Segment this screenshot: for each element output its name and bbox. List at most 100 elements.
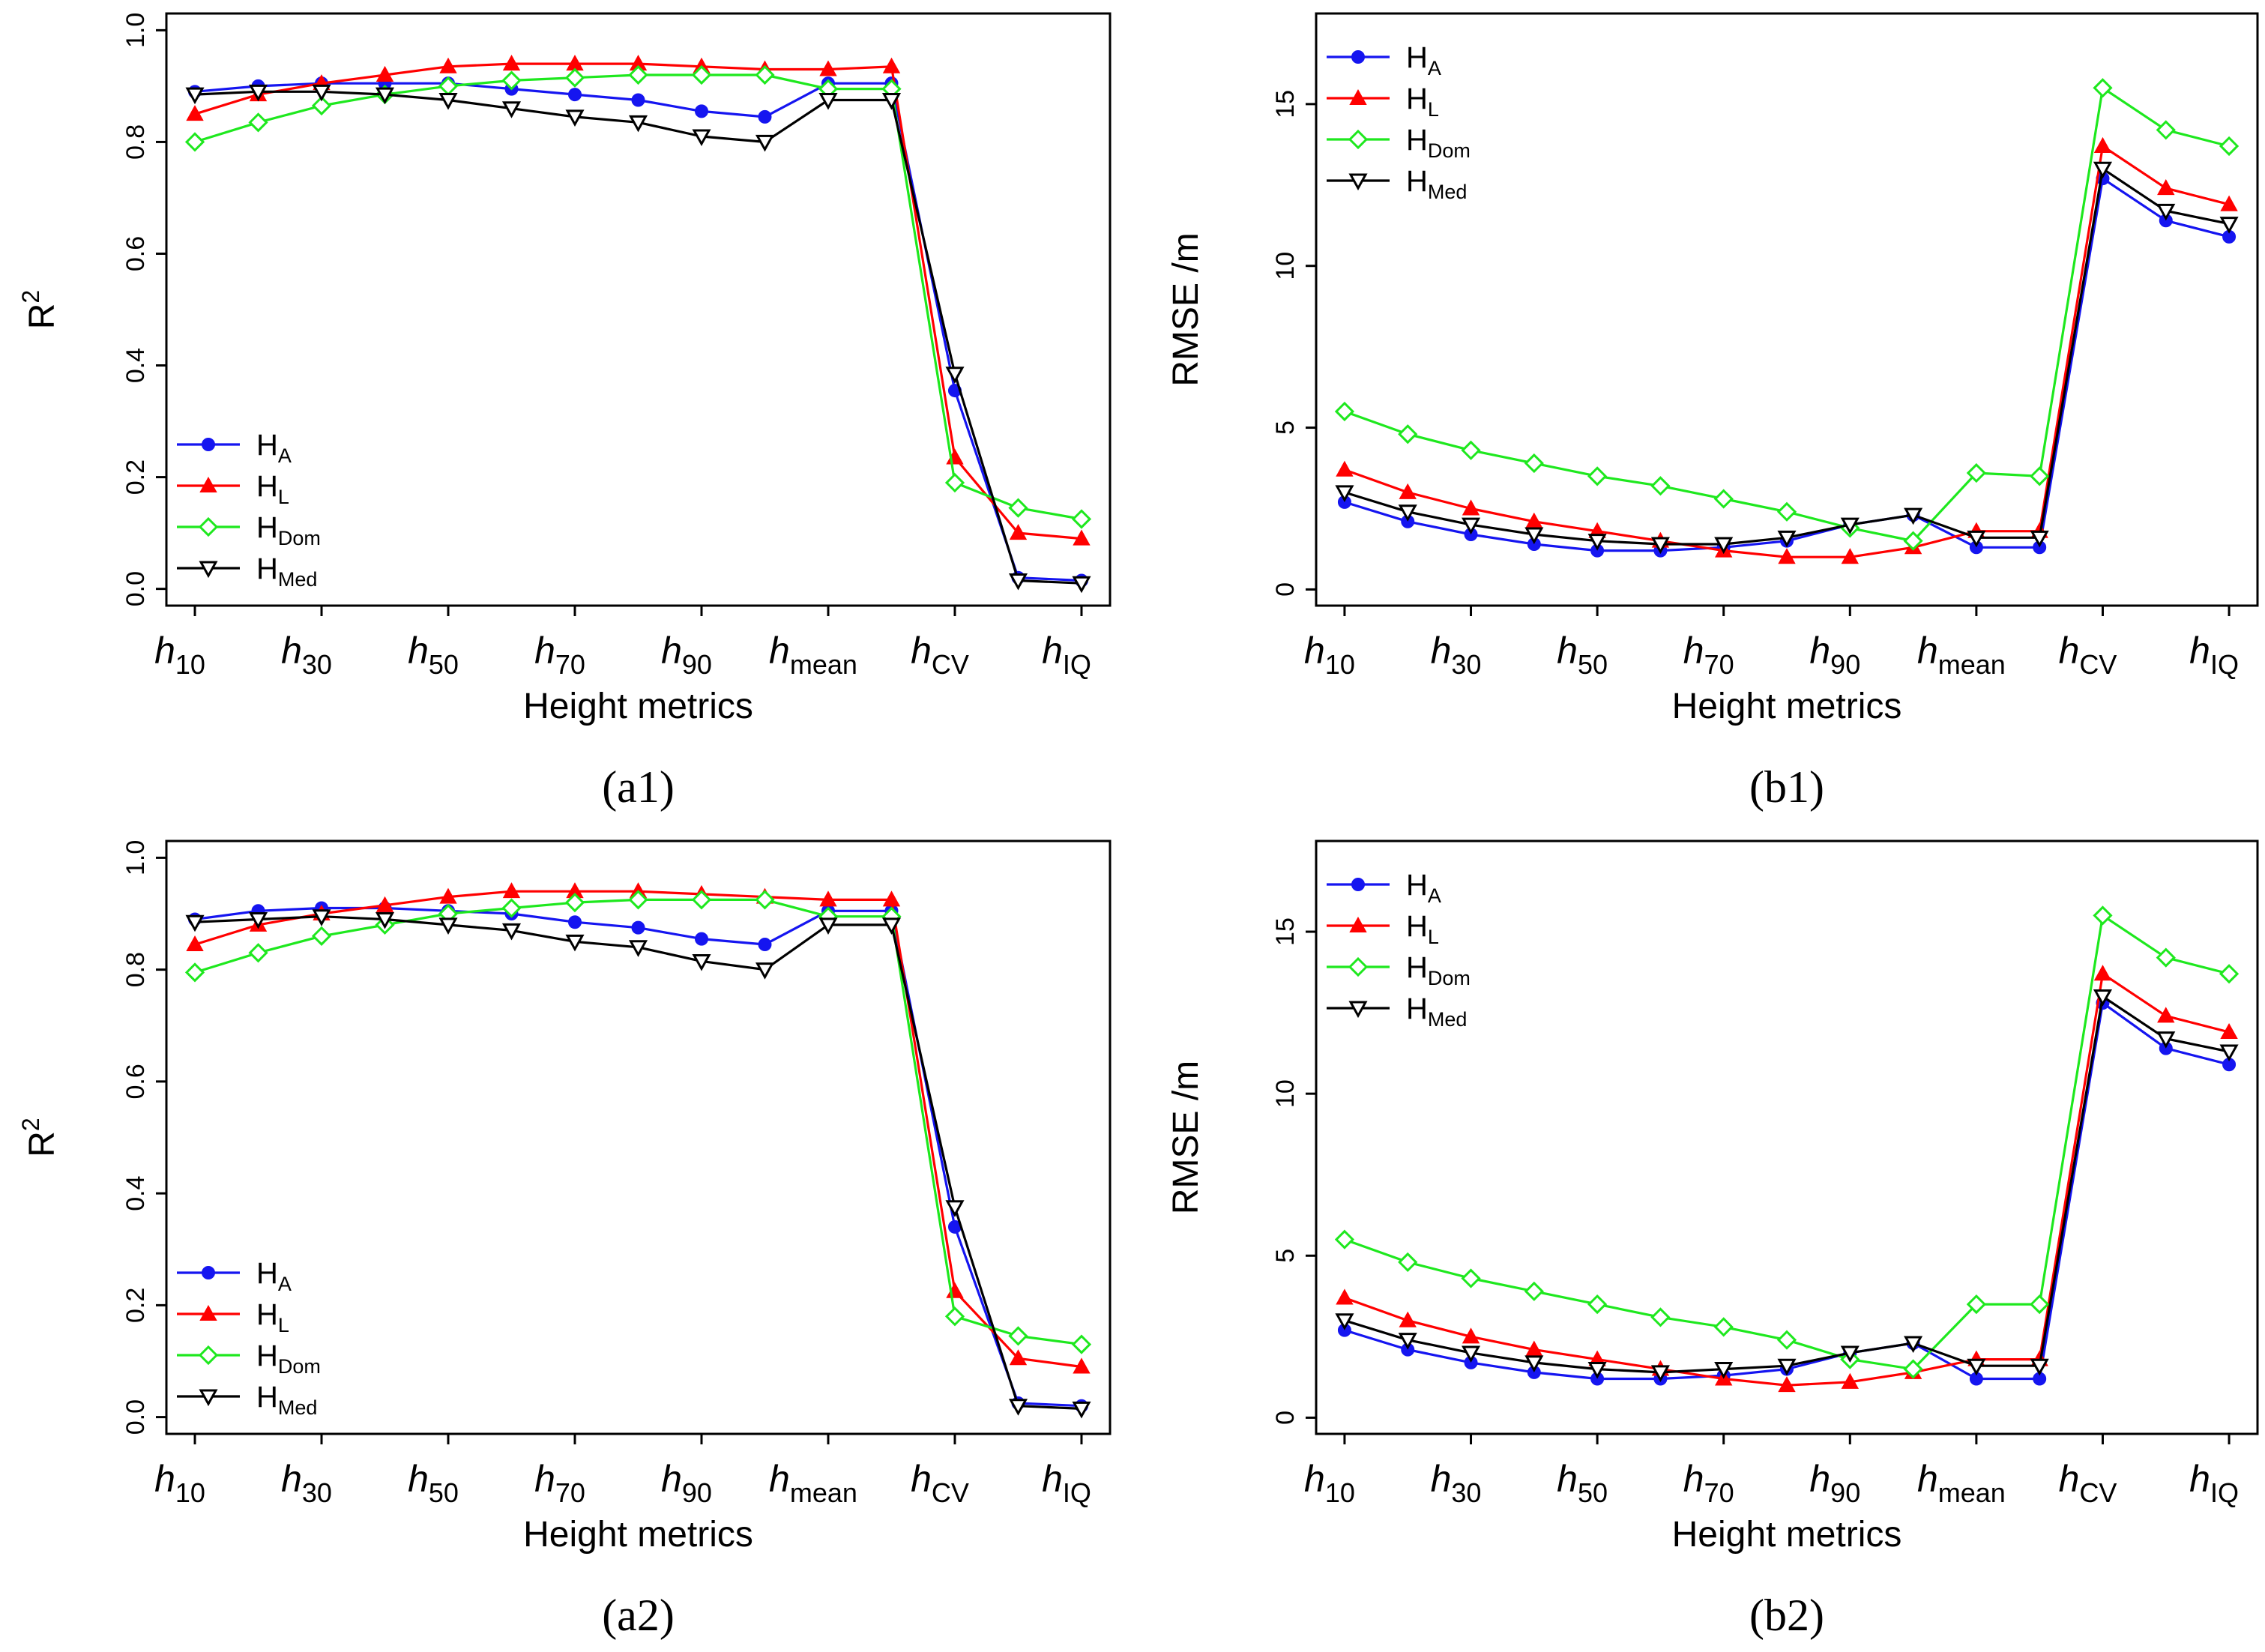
x-tick-label: h70 [534, 1458, 585, 1508]
x-tick-label-sub: CV [932, 1477, 969, 1508]
legend-label-HDom-sub: Dom [1428, 967, 1471, 989]
legend-label-HA-sub: A [278, 1273, 292, 1295]
x-tick-label-main: h [769, 1458, 790, 1500]
legend-label-HA-main: H [256, 1257, 278, 1290]
data-point-HMed-13 [2093, 161, 2113, 179]
x-tick-label-sub: 70 [1704, 649, 1734, 680]
x-tick-label: hCV [2059, 1458, 2117, 1508]
data-point-HDom-8 [1776, 1330, 1797, 1350]
x-tick-label: h10 [1304, 1458, 1355, 1508]
x-tick-label: h90 [661, 630, 712, 680]
data-point-HL-8 [1778, 1376, 1796, 1393]
legend-marker-HA [202, 1266, 215, 1279]
data-point-HMed-11 [818, 93, 838, 110]
data-point-HL-14 [2157, 179, 2175, 196]
x-tick-label: h70 [534, 630, 585, 680]
y-tick-label: 10 [1271, 252, 1300, 280]
x-tick-label-main: h [281, 1458, 302, 1500]
data-point-HMed-1 [1335, 1313, 1354, 1330]
legend-marker-HMed [199, 561, 218, 579]
x-tick-label-sub: mean [790, 649, 857, 680]
x-tick-label-sub: IQ [2210, 649, 2239, 680]
y-axis-title-main: RMSE /m [1166, 232, 1206, 386]
y-tick-label: 15 [1271, 917, 1300, 946]
data-point-HDom-4 [1524, 1281, 1544, 1301]
data-point-HMed-8 [1777, 530, 1797, 548]
x-tick-label-main: h [1431, 630, 1452, 672]
data-point-HMed-7 [1714, 537, 1734, 555]
x-axis-title: Height metrics [523, 1515, 753, 1555]
x-tick-label-main: h [661, 630, 682, 672]
x-tick-label: h50 [1557, 1458, 1608, 1508]
data-point-HL-13 [2093, 136, 2112, 153]
data-point-HA-9 [694, 104, 708, 118]
y-axis-title: R2 [17, 1118, 62, 1157]
data-point-HDom-13 [2093, 78, 2113, 98]
x-tick-label-main: h [1917, 630, 1938, 672]
legend-label-HMed-sub: Med [1428, 181, 1468, 203]
legend-label-HMed-main: H [1406, 992, 1428, 1025]
legend-marker-HMed [199, 1389, 218, 1407]
data-point-HMed-14 [1008, 573, 1028, 591]
legend-marker-HL [1349, 916, 1367, 932]
x-axis-title: Height metrics [1672, 687, 1902, 726]
data-point-HMed-5 [1587, 1362, 1607, 1379]
data-point-HDom-6 [501, 898, 522, 918]
data-point-HDom-2 [248, 943, 268, 963]
data-point-HMed-7 [1714, 1362, 1734, 1379]
data-point-HDom-8 [628, 890, 648, 910]
x-tick-label-sub: 70 [555, 649, 585, 680]
data-point-HMed-10 [1904, 507, 1923, 525]
x-tick-label-main: h [534, 630, 555, 672]
data-point-HMed-3 [312, 84, 331, 102]
x-tick-label-sub: mean [1938, 1477, 2006, 1508]
x-tick-label-sub: 30 [302, 1477, 332, 1508]
data-point-HMed-6 [501, 923, 522, 941]
x-tick-label-main: h [154, 1458, 175, 1500]
x-tick-label: hCV [911, 1458, 969, 1508]
x-tick-label-sub: IQ [1063, 649, 1091, 680]
y-tick-label: 0.2 [121, 459, 150, 495]
data-point-HL-11 [819, 890, 837, 907]
x-tick-label-main: h [154, 630, 175, 672]
x-tick-label-main: h [2189, 630, 2210, 672]
data-point-HMed-5 [1587, 534, 1607, 551]
x-tick-label: h50 [408, 630, 459, 680]
data-point-HL-15 [2220, 195, 2238, 211]
data-point-HMed-6 [501, 101, 522, 118]
panel-caption: (a2) [602, 1591, 675, 1640]
data-point-HMed-13 [945, 367, 965, 384]
data-point-HA-10 [758, 938, 772, 952]
data-point-HL-3 [1462, 499, 1480, 516]
data-point-HA-7 [568, 915, 582, 929]
x-tick-label-sub: 50 [1578, 649, 1608, 680]
legend-label-HL-sub: L [1428, 926, 1439, 948]
legend-marker-HL [199, 476, 217, 492]
x-tick-label: h30 [281, 1458, 332, 1508]
data-point-HMed-9 [692, 129, 711, 147]
y-tick-label: 5 [1271, 1249, 1300, 1263]
y-tick-label: 0.8 [121, 952, 150, 987]
x-tick-label-sub: mean [1938, 649, 2006, 680]
data-point-HDom-10 [1903, 531, 1923, 551]
data-point-HDom-15 [2219, 136, 2240, 157]
x-tick-label-sub: 90 [1830, 1477, 1860, 1508]
data-point-HDom-13 [2093, 905, 2113, 926]
series-line-HDom [194, 73, 1082, 521]
data-point-HL-13 [2093, 965, 2112, 981]
x-tick-label: hIQ [1042, 630, 1091, 680]
data-point-HMed-14 [2156, 203, 2176, 221]
data-point-HL-3 [1462, 1327, 1480, 1344]
series-line-HDom [194, 898, 1082, 1346]
x-tick-label: hCV [911, 630, 969, 680]
data-point-HMed-15 [2219, 217, 2239, 234]
x-tick-label-main: h [1304, 1458, 1325, 1500]
data-point-HMed-4 [1524, 527, 1544, 545]
data-point-HMed-9 [1840, 1345, 1860, 1363]
data-point-HA-9 [694, 932, 708, 946]
x-tick-label-main: h [911, 1458, 932, 1500]
x-tick-label: h50 [408, 1458, 459, 1508]
y-tick-label: 1.0 [121, 840, 150, 875]
